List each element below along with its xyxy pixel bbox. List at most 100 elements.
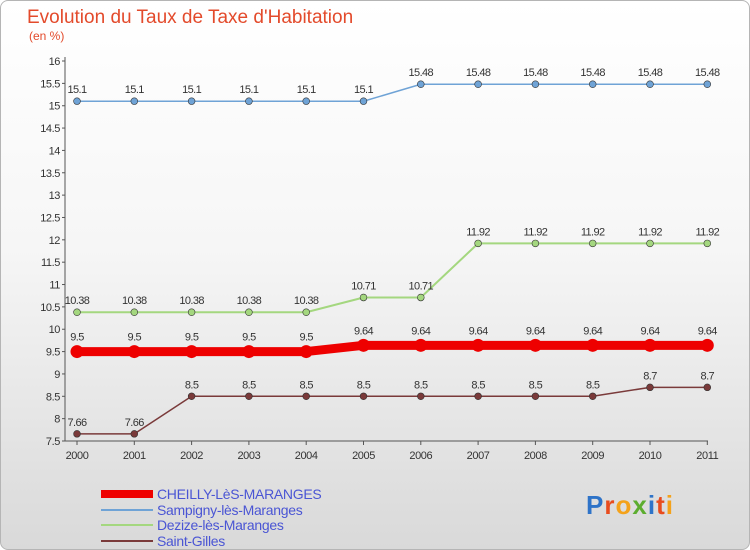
logo-letter: o <box>615 490 633 520</box>
series-point <box>474 392 482 400</box>
series-point <box>245 308 253 316</box>
data-label: 8.5 <box>529 379 543 391</box>
data-label: 9.5 <box>128 332 142 344</box>
x-tick-label: 2008 <box>524 450 547 462</box>
series-point <box>299 345 313 359</box>
series-point <box>70 345 84 359</box>
series-point <box>130 430 139 438</box>
data-label: 8.5 <box>299 379 313 391</box>
x-tick-label: 2007 <box>467 450 490 462</box>
legend-swatch <box>101 508 153 511</box>
series-point <box>588 392 597 400</box>
data-label: 10.71 <box>351 280 376 292</box>
data-label: 15.48 <box>695 67 720 79</box>
series-point <box>417 392 425 400</box>
data-label: 15.48 <box>580 67 605 79</box>
data-label: 8.7 <box>643 370 657 382</box>
data-label: 8.7 <box>701 370 715 382</box>
y-tick-label: 8 <box>54 414 60 426</box>
data-label: 11.92 <box>524 226 548 238</box>
data-label: 11.92 <box>638 226 662 238</box>
data-label: 7.66 <box>67 417 86 429</box>
series-point <box>359 97 368 105</box>
y-tick-label: 12 <box>49 235 61 247</box>
series-point <box>73 308 81 316</box>
y-tick-label: 13.5 <box>40 168 60 180</box>
series-line-3 <box>76 386 709 435</box>
series-point <box>588 80 597 88</box>
y-tick-label: 14 <box>49 145 61 157</box>
x-tick-label: 2010 <box>639 450 662 462</box>
legend-swatch <box>101 523 153 526</box>
series-point <box>474 239 482 248</box>
series-point <box>700 338 714 352</box>
y-tick-label: 9 <box>54 369 60 381</box>
data-label: 8.5 <box>357 379 371 391</box>
series-point <box>359 392 368 400</box>
series-point <box>187 392 196 400</box>
series-point <box>302 97 310 105</box>
y-tick-label: 13 <box>49 190 61 202</box>
data-label: 9.64 <box>526 325 545 337</box>
logo-letter: i <box>647 490 657 520</box>
data-label: 9.5 <box>70 332 84 344</box>
x-tick-label: 2011 <box>696 450 718 462</box>
y-tick-label: 7.5 <box>46 436 60 448</box>
series-point <box>643 338 657 352</box>
legend-item: CHEILLY-LèS-MARANGES <box>101 485 322 502</box>
x-tick-label: 2001 <box>123 450 146 462</box>
series-point <box>357 338 370 352</box>
legend-swatch <box>101 489 153 498</box>
x-tick-label: 2004 <box>295 450 318 462</box>
series-point <box>471 338 485 352</box>
series-point <box>528 338 542 352</box>
data-label: 9.64 <box>354 325 373 337</box>
logo-letter: t <box>656 490 666 520</box>
x-tick-label: 2005 <box>352 450 375 462</box>
legend-item: Saint-Gilles <box>101 532 225 549</box>
data-label: 8.5 <box>414 379 428 391</box>
data-label: 9.5 <box>185 332 199 344</box>
logo-letter: i <box>665 490 674 520</box>
series-point <box>646 239 654 248</box>
series-point <box>242 345 256 359</box>
data-label: 9.64 <box>411 325 430 337</box>
series-point <box>646 383 654 392</box>
data-label: 15.1 <box>67 84 86 96</box>
series-point <box>703 80 711 88</box>
x-tick-label: 2002 <box>180 450 203 462</box>
data-label: 15.1 <box>182 84 201 96</box>
legend-label: Saint-Gilles <box>157 532 225 549</box>
x-tick-label: 2009 <box>581 450 604 462</box>
data-label: 11.92 <box>581 226 605 238</box>
series-point <box>245 392 253 400</box>
series-point <box>417 293 425 302</box>
y-tick-label: 12.5 <box>40 212 60 224</box>
data-label: 10.38 <box>294 295 319 307</box>
logo-letter: P <box>586 490 605 520</box>
y-tick-label: 11.5 <box>41 257 60 269</box>
series-point <box>588 239 597 248</box>
data-label: 7.66 <box>125 417 144 429</box>
data-label: 10.38 <box>122 295 147 307</box>
series-point <box>531 392 540 400</box>
data-label: 15.1 <box>125 84 144 96</box>
data-label: 15.48 <box>523 67 548 79</box>
data-label: 11.92 <box>695 226 719 238</box>
y-tick-label: 8.5 <box>46 391 60 403</box>
x-tick-label: 2006 <box>409 450 432 462</box>
chart-title: Evolution du Taux de Taxe d'Habitation <box>27 7 354 28</box>
data-label: 8.5 <box>586 379 600 391</box>
y-tick-label: 10.5 <box>40 302 60 314</box>
y-tick-label: 9.5 <box>46 347 60 359</box>
data-label: 8.5 <box>242 379 256 391</box>
proxiti-logo: Proxiti <box>586 490 674 521</box>
data-label: 10.38 <box>237 295 262 307</box>
series-point <box>187 308 196 316</box>
series-point <box>73 97 81 105</box>
data-label: 9.5 <box>242 332 256 344</box>
legend-item: Dezize-lès-Maranges <box>101 516 284 533</box>
series-point <box>703 239 711 248</box>
